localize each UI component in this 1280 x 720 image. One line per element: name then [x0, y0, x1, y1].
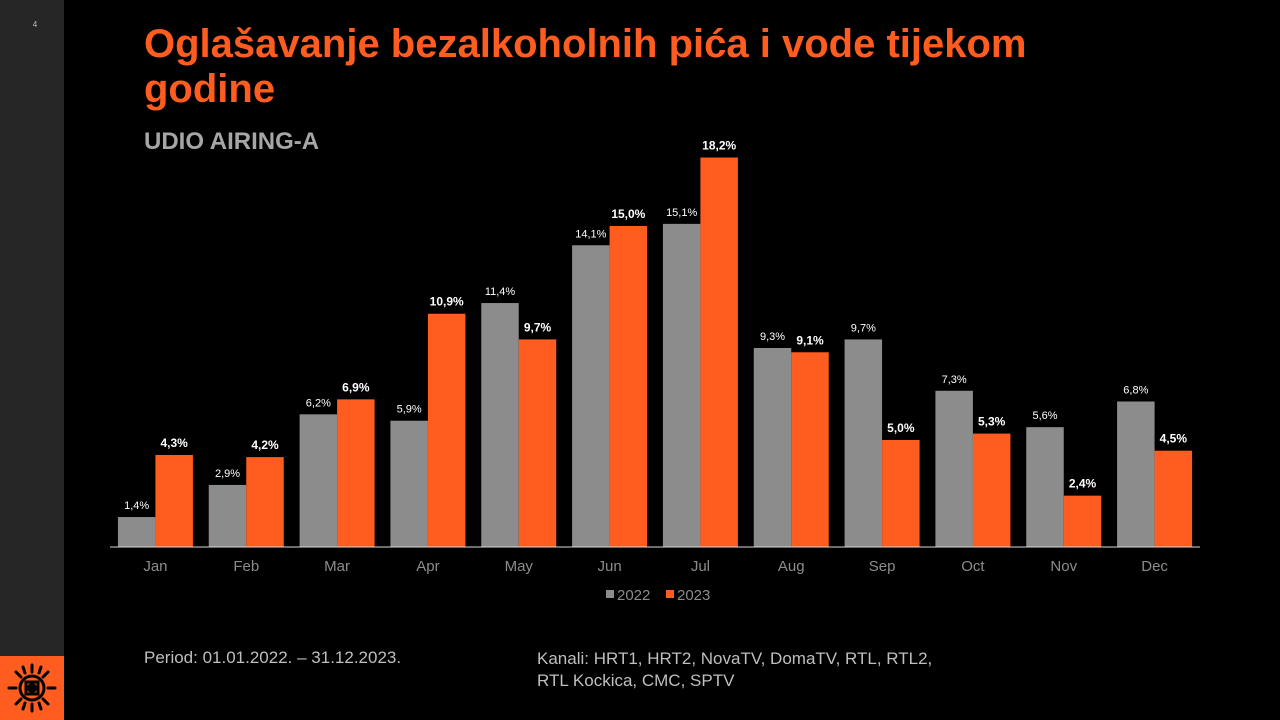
bar-2022-jul	[662, 223, 701, 548]
x-tick-label-sep: Sep	[869, 558, 896, 575]
x-tick-label-feb: Feb	[233, 558, 259, 575]
data-label-2022-jan: 1,4%	[124, 500, 149, 512]
bar-2023-oct	[972, 433, 1011, 547]
bar-2023-feb	[246, 457, 284, 547]
x-tick-label-aug: Aug	[778, 558, 805, 575]
x-tick-label-apr: Apr	[416, 558, 439, 575]
data-label-2023-nov: 2,4%	[1069, 477, 1097, 491]
data-label-2023-jan: 4,3%	[160, 436, 188, 450]
logo-badge	[0, 656, 64, 720]
bar-2023-mar	[337, 399, 375, 547]
legend-label-2022: 2022	[617, 587, 650, 604]
data-label-2023-oct: 5,3%	[978, 415, 1006, 429]
bar-2022-may	[481, 303, 519, 547]
bar-2023-jun	[609, 226, 648, 547]
data-label-2022-jun: 14,1%	[575, 228, 606, 240]
data-label-2023-apr: 10,9%	[430, 295, 464, 309]
x-tick-label-jan: Jan	[143, 558, 167, 575]
bar-2022-sep	[844, 339, 883, 547]
slide-subtitle: UDIO AIRING-A	[144, 128, 320, 155]
page-number: 4	[32, 20, 38, 29]
bar-2022-apr	[390, 420, 428, 547]
data-label-2023-dec: 4,5%	[1160, 432, 1188, 446]
slide-title: Oglašavanje bezalkoholnih pića i vode ti…	[144, 22, 1027, 111]
legend-label-2023: 2023	[677, 587, 710, 604]
bar-2022-aug	[753, 347, 792, 547]
x-tick-label-nov: Nov	[1050, 558, 1077, 575]
period-note: Period: 01.01.2022. – 31.12.2023.	[144, 648, 402, 667]
data-label-2023-sep: 5,0%	[887, 421, 915, 435]
x-tick-label-mar: Mar	[324, 558, 350, 575]
data-label-2023-may: 9,7%	[524, 320, 552, 334]
data-label-2022-aug: 9,3%	[760, 331, 785, 343]
bar-2022-nov	[1026, 427, 1064, 547]
bar-2023-dec	[1154, 450, 1193, 547]
data-label-2022-dec: 6,8%	[1123, 384, 1148, 396]
bar-2022-dec	[1117, 401, 1155, 547]
left-sidebar: 4	[0, 0, 64, 720]
data-label-2023-feb: 4,2%	[251, 438, 279, 452]
bar-2023-jul	[700, 157, 738, 547]
data-label-2023-jun: 15,0%	[611, 207, 645, 221]
data-label-2023-mar: 6,9%	[342, 380, 370, 394]
eye-sun-logo-icon	[7, 663, 57, 713]
bar-2022-mar	[299, 414, 338, 547]
bar-2023-sep	[882, 440, 920, 547]
bar-2023-may	[518, 339, 557, 547]
bar-2023-apr	[427, 313, 466, 547]
bar-2022-jun	[572, 245, 610, 547]
data-label-2022-feb: 2,9%	[215, 468, 240, 480]
data-label-2022-jul: 15,1%	[666, 207, 697, 219]
x-tick-label-jun: Jun	[597, 558, 621, 575]
bar-2023-nov	[1063, 495, 1102, 547]
bar-2022-oct	[935, 390, 973, 547]
bar-2022-feb	[208, 484, 247, 547]
bar-2023-jan	[155, 454, 193, 547]
x-tick-label-oct: Oct	[961, 558, 985, 575]
legend-swatch-2023	[666, 590, 674, 598]
data-label-2023-jul: 18,2%	[702, 139, 736, 153]
x-tick-label-dec: Dec	[1141, 558, 1168, 575]
bar-2022-jan	[117, 517, 156, 547]
data-label-2023-aug: 9,1%	[796, 333, 824, 347]
data-label-2022-mar: 6,2%	[306, 397, 331, 409]
data-label-2022-may: 11,4%	[485, 286, 516, 298]
data-label-2022-oct: 7,3%	[942, 374, 967, 386]
x-tick-label-jul: Jul	[691, 558, 710, 575]
data-label-2022-nov: 5,6%	[1032, 410, 1057, 422]
data-label-2022-apr: 5,9%	[397, 404, 422, 416]
x-tick-label-may: May	[505, 558, 534, 575]
legend-swatch-2022	[606, 590, 614, 598]
bar-2023-aug	[791, 352, 829, 547]
channels-note: Kanali: HRT1, HRT2, NovaTV, DomaTV, RTL,…	[537, 649, 933, 690]
data-label-2022-sep: 9,7%	[851, 322, 876, 334]
